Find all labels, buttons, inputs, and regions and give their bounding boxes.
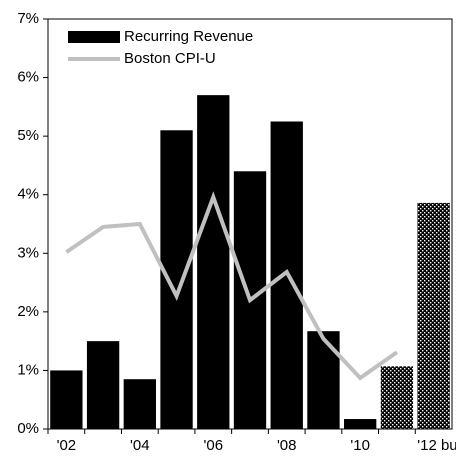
y-tick-label: 1% — [17, 361, 39, 378]
y-tick-label: 4% — [17, 186, 39, 203]
bar — [380, 366, 414, 429]
x-tick-label: '02 — [57, 437, 77, 454]
bar — [417, 202, 450, 429]
legend-label: Recurring Revenue — [124, 28, 253, 45]
plot-frame — [47, 18, 453, 430]
legend-swatch — [68, 31, 120, 43]
x-tick-label: '04 — [130, 437, 150, 454]
bar — [160, 130, 193, 430]
bar — [197, 95, 230, 430]
bar — [86, 341, 120, 429]
bar — [307, 331, 340, 429]
x-tick-label: '12 bud — [417, 437, 456, 454]
x-tick-label: '10 — [350, 437, 370, 454]
x-tick-label: '06 — [203, 437, 223, 454]
legend-label: Boston CPI-U — [124, 50, 216, 67]
bar — [123, 379, 156, 429]
bar — [50, 370, 83, 429]
y-tick-label: 3% — [17, 244, 39, 261]
bar — [344, 419, 377, 429]
line — [65, 191, 399, 381]
y-tick-label: 0% — [17, 420, 39, 437]
x-tick-label: '08 — [277, 437, 297, 454]
y-tick-label: 6% — [17, 69, 39, 86]
y-tick-label: 7% — [17, 10, 39, 27]
y-tick-label: 5% — [17, 127, 39, 144]
y-tick-label: 2% — [17, 303, 39, 320]
